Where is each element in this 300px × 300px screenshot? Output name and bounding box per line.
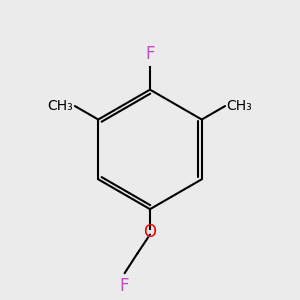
Text: F: F — [145, 45, 155, 63]
Text: F: F — [120, 277, 129, 295]
Text: CH₃: CH₃ — [48, 99, 74, 113]
Text: O: O — [143, 223, 157, 241]
Text: CH₃: CH₃ — [226, 99, 252, 113]
